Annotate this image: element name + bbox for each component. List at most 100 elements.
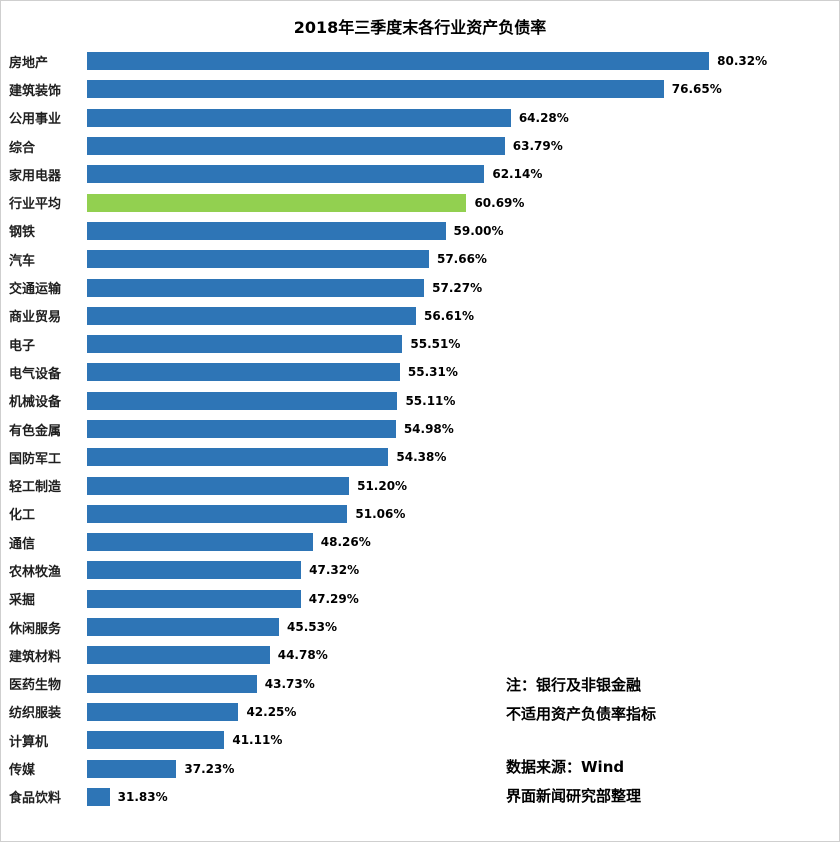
- category-label: 电子: [9, 338, 36, 354]
- value-bar: [87, 674, 257, 693]
- bar-row: 钢铁 59.00%: [9, 217, 831, 245]
- value-label: 80.32%: [717, 54, 768, 69]
- note-line-4: 界面新闻研究部整理: [506, 787, 642, 805]
- note-paragraph-disclaimer: 注：银行及非银金融 不适用资产负债率指标: [506, 671, 656, 729]
- value-label: 55.31%: [407, 365, 458, 380]
- category-label: 轻工制造: [9, 480, 62, 496]
- bar-row: 建筑装饰 76.65%: [9, 75, 831, 103]
- category-label: 商业贸易: [9, 310, 62, 326]
- category-label: 机械设备: [9, 395, 62, 411]
- category-label: 行业平均: [9, 197, 62, 213]
- value-label: 56.61%: [423, 308, 474, 323]
- value-label: 63.79%: [512, 139, 563, 154]
- value-label: 59.00%: [453, 223, 504, 238]
- value-bar: [87, 306, 416, 325]
- value-label: 57.27%: [432, 280, 483, 295]
- category-label: 通信: [9, 536, 36, 552]
- value-bar: [87, 52, 710, 71]
- category-label: 有色金属: [9, 423, 62, 439]
- value-label: 62.14%: [492, 167, 543, 182]
- value-bar: [87, 335, 403, 354]
- note-line-2: 不适用资产负债率指标: [506, 705, 657, 723]
- value-bar: [87, 589, 301, 608]
- value-label: 64.28%: [518, 110, 569, 125]
- bar-row: 计算机 41.11%: [9, 726, 831, 754]
- bar-row: 医药生物 43.73%: [9, 670, 831, 698]
- category-label: 钢铁: [9, 225, 36, 241]
- bar-row: 纺织服装 42.25%: [9, 698, 831, 726]
- value-bar: [87, 137, 505, 156]
- bar-row: 采掘 47.29%: [9, 585, 831, 613]
- category-label: 家用电器: [9, 168, 62, 184]
- bar-row: 食品饮料 31.83%: [9, 783, 831, 811]
- category-label: 计算机: [9, 734, 49, 750]
- value-bar: [87, 420, 396, 438]
- bar-row: 机械设备 55.11%: [9, 387, 831, 415]
- value-bar: [87, 165, 485, 184]
- value-label: 48.26%: [320, 535, 371, 550]
- bar-row: 电子 55.51%: [9, 330, 831, 358]
- chart-note: 注：银行及非银金融 不适用资产负债率指标 数据来源：Wind 界面新闻研究部整理: [506, 671, 656, 835]
- value-bar: [87, 702, 239, 721]
- bar-row: 建筑材料 44.78%: [9, 641, 831, 669]
- value-bar: [87, 759, 177, 778]
- bar-row: 汽车 57.66%: [9, 245, 831, 273]
- value-label: 45.53%: [287, 620, 337, 635]
- value-bar: [87, 561, 302, 580]
- category-label: 汽车: [9, 253, 36, 269]
- category-label: 建筑材料: [9, 649, 62, 665]
- category-label: 建筑装饰: [9, 83, 62, 99]
- value-bar: [87, 391, 398, 410]
- note-line-3: 数据来源：Wind: [506, 758, 625, 776]
- bar-row: 有色金属 54.98%: [9, 415, 831, 443]
- category-label: 传媒: [9, 763, 36, 779]
- value-label: 41.11%: [232, 733, 283, 748]
- bar-row: 综合 63.79%: [9, 132, 831, 160]
- value-bar: [87, 108, 511, 127]
- value-bar: [87, 278, 425, 297]
- value-label: 37.23%: [184, 761, 235, 776]
- value-bar: [87, 448, 389, 467]
- value-label: 47.29%: [308, 591, 359, 606]
- category-label: 综合: [9, 140, 36, 156]
- value-bar: [87, 476, 350, 495]
- value-label: 51.20%: [357, 478, 408, 493]
- value-bar: [87, 80, 664, 99]
- bar-row: 农林牧渔 47.32%: [9, 556, 831, 584]
- bar-row: 化工 51.06%: [9, 500, 831, 528]
- value-label: 51.06%: [355, 506, 406, 521]
- value-label: 42.25%: [246, 704, 297, 719]
- bar-row: 休闲服务 45.53%: [9, 613, 831, 641]
- value-bar: [87, 646, 270, 665]
- highlight-bar: [87, 193, 467, 212]
- value-label: 55.11%: [405, 393, 456, 408]
- value-label: 31.83%: [117, 789, 168, 804]
- bar-row: 轻工制造 51.20%: [9, 471, 831, 499]
- value-bar: [87, 618, 279, 637]
- category-label: 休闲服务: [9, 621, 62, 637]
- value-label: 60.69%: [474, 195, 525, 210]
- value-bar: [87, 731, 225, 750]
- bar-row: 电气设备 55.31%: [9, 358, 831, 386]
- value-label: 47.32%: [309, 563, 360, 578]
- category-label: 房地产: [9, 55, 49, 71]
- category-label: 化工: [9, 508, 36, 524]
- category-label: 纺织服装: [9, 706, 62, 722]
- bar-row: 商业贸易 56.61%: [9, 302, 831, 330]
- category-label: 国防军工: [9, 451, 62, 467]
- bar-row: 行业平均 60.69%: [9, 188, 831, 216]
- note-line-1: 注：银行及非银金融: [506, 676, 642, 694]
- bar-row: 房地产 80.32%: [9, 47, 831, 75]
- value-label: 76.65%: [671, 82, 722, 97]
- value-bar: [87, 250, 429, 269]
- value-label: 44.78%: [277, 648, 328, 663]
- chart-title: 2018年三季度末各行业资产负债率: [293, 18, 547, 37]
- value-label: 54.98%: [403, 422, 454, 436]
- bar-row: 传媒 37.23%: [9, 754, 831, 782]
- value-bar: [87, 504, 348, 523]
- category-label: 食品饮料: [9, 791, 62, 807]
- category-label: 交通运输: [9, 282, 62, 298]
- category-label: 医药生物: [9, 678, 62, 694]
- value-bar: [87, 221, 446, 240]
